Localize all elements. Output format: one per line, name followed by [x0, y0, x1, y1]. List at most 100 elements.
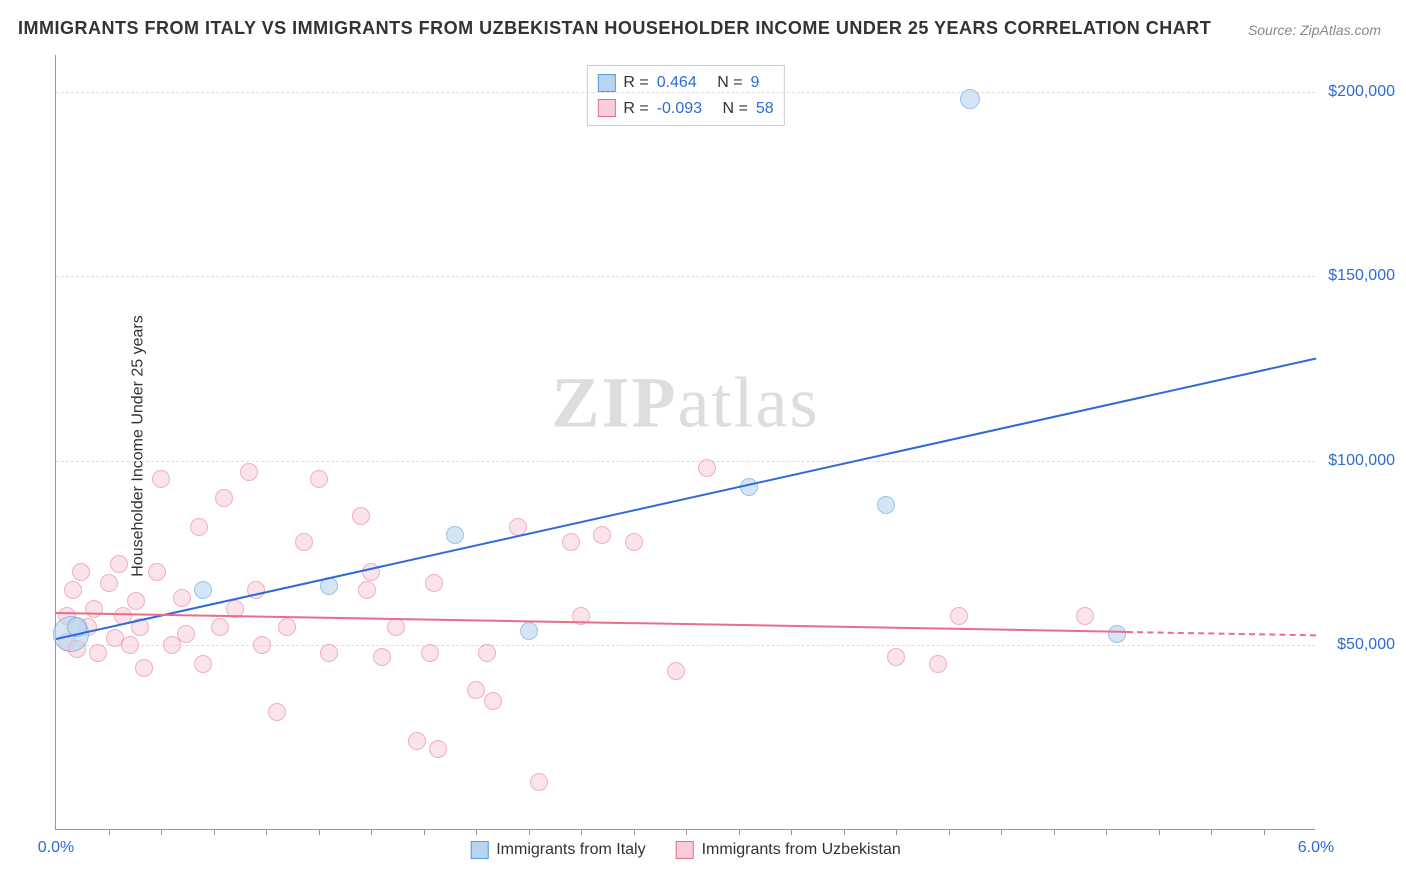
x-tick — [109, 829, 110, 835]
x-tick — [371, 829, 372, 835]
legend-swatch-uzbekistan-2 — [676, 841, 694, 859]
scatter-point-uzbekistan — [358, 581, 376, 599]
scatter-point-uzbekistan — [467, 681, 485, 699]
x-tick — [161, 829, 162, 835]
scatter-point-uzbekistan — [562, 533, 580, 551]
x-tick — [1106, 829, 1107, 835]
gridline-h — [56, 645, 1315, 646]
scatter-point-uzbekistan — [177, 625, 195, 643]
scatter-point-uzbekistan — [320, 644, 338, 662]
gridline-h — [56, 92, 1315, 93]
x-tick — [581, 829, 582, 835]
legend-swatch-uzbekistan — [597, 99, 615, 117]
x-tick-label: 6.0% — [1298, 839, 1334, 857]
scatter-point-italy — [194, 581, 212, 599]
scatter-point-uzbekistan — [100, 574, 118, 592]
trendline — [56, 358, 1316, 640]
chart-source: Source: ZipAtlas.com — [1248, 22, 1381, 38]
scatter-point-uzbekistan — [593, 526, 611, 544]
scatter-point-uzbekistan — [373, 648, 391, 666]
plot-area: ZIPatlas R = 0.464 N = 9 R = -0.093 N = … — [55, 55, 1315, 830]
scatter-point-uzbekistan — [478, 644, 496, 662]
scatter-point-uzbekistan — [215, 489, 233, 507]
y-tick-label: $100,000 — [1328, 452, 1395, 470]
scatter-point-uzbekistan — [387, 618, 405, 636]
legend-label-italy: Immigrants from Italy — [496, 841, 645, 859]
y-tick-label: $200,000 — [1328, 83, 1395, 101]
scatter-point-uzbekistan — [127, 592, 145, 610]
r-value-uzbekistan: -0.093 — [657, 96, 702, 122]
x-tick — [686, 829, 687, 835]
legend-swatch-italy — [597, 74, 615, 92]
legend-item-uzbekistan: Immigrants from Uzbekistan — [676, 841, 901, 859]
scatter-point-uzbekistan — [484, 692, 502, 710]
n-label-uzbekistan: N = — [723, 96, 748, 122]
scatter-point-italy — [960, 89, 980, 109]
legend-swatch-italy-2 — [470, 841, 488, 859]
scatter-point-uzbekistan — [135, 659, 153, 677]
scatter-point-uzbekistan — [352, 507, 370, 525]
x-tick — [949, 829, 950, 835]
trendline — [1127, 631, 1316, 636]
x-tick — [634, 829, 635, 835]
scatter-point-uzbekistan — [110, 555, 128, 573]
x-tick — [1211, 829, 1212, 835]
y-tick-label: $50,000 — [1337, 636, 1395, 654]
scatter-point-uzbekistan — [278, 618, 296, 636]
x-tick — [319, 829, 320, 835]
scatter-point-uzbekistan — [253, 636, 271, 654]
scatter-point-uzbekistan — [667, 662, 685, 680]
scatter-point-uzbekistan — [1076, 607, 1094, 625]
gridline-h — [56, 276, 1315, 277]
x-tick — [791, 829, 792, 835]
scatter-point-uzbekistan — [425, 574, 443, 592]
legend-label-uzbekistan: Immigrants from Uzbekistan — [702, 841, 901, 859]
x-tick — [844, 829, 845, 835]
scatter-point-uzbekistan — [152, 470, 170, 488]
x-tick — [739, 829, 740, 835]
watermark: ZIPatlas — [552, 362, 820, 445]
chart-title: IMMIGRANTS FROM ITALY VS IMMIGRANTS FROM… — [18, 18, 1211, 39]
scatter-point-uzbekistan — [190, 518, 208, 536]
x-tick — [424, 829, 425, 835]
x-tick — [214, 829, 215, 835]
scatter-point-uzbekistan — [89, 644, 107, 662]
y-tick-label: $150,000 — [1328, 267, 1395, 285]
scatter-point-italy — [446, 526, 464, 544]
scatter-point-uzbekistan — [173, 589, 191, 607]
x-tick — [1159, 829, 1160, 835]
watermark-atlas: atlas — [678, 363, 820, 443]
x-tick — [529, 829, 530, 835]
x-tick — [266, 829, 267, 835]
scatter-point-uzbekistan — [194, 655, 212, 673]
watermark-zip: ZIP — [552, 363, 678, 443]
x-tick — [1001, 829, 1002, 835]
scatter-point-uzbekistan — [887, 648, 905, 666]
scatter-point-uzbekistan — [408, 732, 426, 750]
scatter-point-uzbekistan — [698, 459, 716, 477]
scatter-point-italy — [877, 496, 895, 514]
x-tick — [476, 829, 477, 835]
scatter-point-uzbekistan — [310, 470, 328, 488]
legend-series: Immigrants from Italy Immigrants from Uz… — [470, 841, 901, 859]
scatter-point-uzbekistan — [295, 533, 313, 551]
n-value-uzbekistan: 58 — [756, 96, 774, 122]
scatter-point-uzbekistan — [85, 600, 103, 618]
scatter-point-italy — [1108, 625, 1126, 643]
legend-stats: R = 0.464 N = 9 R = -0.093 N = 58 — [586, 65, 784, 126]
scatter-point-uzbekistan — [950, 607, 968, 625]
x-tick — [1264, 829, 1265, 835]
legend-item-italy: Immigrants from Italy — [470, 841, 645, 859]
scatter-point-uzbekistan — [148, 563, 166, 581]
r-label-uzbekistan: R = — [623, 96, 648, 122]
scatter-point-uzbekistan — [929, 655, 947, 673]
x-tick — [1054, 829, 1055, 835]
scatter-point-uzbekistan — [429, 740, 447, 758]
scatter-point-uzbekistan — [625, 533, 643, 551]
scatter-point-italy — [520, 622, 538, 640]
scatter-point-uzbekistan — [64, 581, 82, 599]
scatter-point-uzbekistan — [530, 773, 548, 791]
gridline-h — [56, 461, 1315, 462]
x-tick — [896, 829, 897, 835]
scatter-point-uzbekistan — [72, 563, 90, 581]
